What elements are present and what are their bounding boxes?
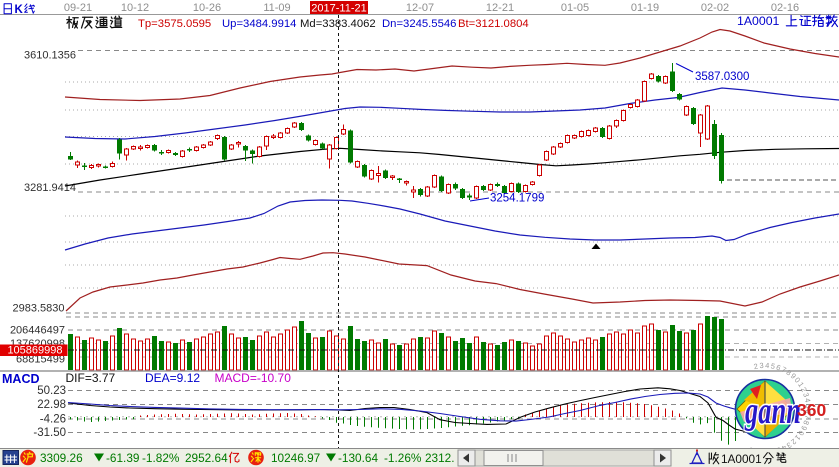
svg-text:2312.: 2312. bbox=[425, 451, 455, 465]
svg-text:1A0001: 1A0001 bbox=[737, 14, 780, 28]
svg-text:-130.64: -130.64 bbox=[338, 451, 378, 465]
svg-text:-4.26: -4.26 bbox=[40, 414, 66, 426]
svg-text:2952.64: 2952.64 bbox=[185, 451, 228, 465]
svg-text:2017-11-21: 2017-11-21 bbox=[311, 3, 366, 15]
svg-text:01-05: 01-05 bbox=[561, 2, 589, 14]
svg-text:10246.97: 10246.97 bbox=[271, 451, 320, 465]
svg-text:3309.26: 3309.26 bbox=[40, 451, 83, 465]
svg-text:K: K bbox=[15, 4, 24, 16]
svg-text:Bt=3121.0804: Bt=3121.0804 bbox=[458, 18, 529, 30]
svg-text:105869998: 105869998 bbox=[7, 345, 62, 357]
svg-text:-1.26%: -1.26% bbox=[384, 451, 422, 465]
svg-text:3281.9414: 3281.9414 bbox=[24, 182, 76, 194]
svg-text:3587.0300: 3587.0300 bbox=[695, 71, 749, 83]
svg-text:22.98: 22.98 bbox=[37, 399, 66, 411]
svg-text:68815499: 68815499 bbox=[16, 354, 65, 366]
svg-text:DEA=9.12: DEA=9.12 bbox=[145, 371, 200, 385]
svg-text:gann: gann bbox=[744, 391, 801, 433]
svg-text:01-19: 01-19 bbox=[631, 2, 659, 14]
svg-text:-1.82%: -1.82% bbox=[142, 451, 180, 465]
svg-text:-31.50: -31.50 bbox=[33, 427, 66, 439]
svg-text:10-12: 10-12 bbox=[121, 2, 149, 14]
svg-text:11-09: 11-09 bbox=[263, 2, 290, 14]
svg-text:DIF=3.77: DIF=3.77 bbox=[66, 371, 116, 385]
svg-text:02-02: 02-02 bbox=[701, 2, 729, 14]
svg-text:2983.5830: 2983.5830 bbox=[13, 303, 65, 315]
svg-text:09-21: 09-21 bbox=[64, 2, 92, 14]
svg-text:3610.1356: 3610.1356 bbox=[24, 50, 76, 62]
svg-text:Up=3484.9914: Up=3484.9914 bbox=[222, 18, 296, 30]
svg-text:1A0001: 1A0001 bbox=[721, 452, 762, 466]
svg-text:MACD=-10.70: MACD=-10.70 bbox=[215, 371, 292, 385]
svg-text:02-16: 02-16 bbox=[771, 2, 799, 14]
svg-text:Dn=3245.5546: Dn=3245.5546 bbox=[382, 18, 456, 30]
svg-text:-61.39: -61.39 bbox=[106, 451, 139, 465]
svg-text:360: 360 bbox=[797, 400, 826, 420]
svg-text:10-26: 10-26 bbox=[193, 2, 221, 14]
svg-text:206446497: 206446497 bbox=[10, 325, 65, 337]
svg-text:MACD: MACD bbox=[2, 372, 40, 386]
svg-text:3254.1799: 3254.1799 bbox=[490, 193, 544, 205]
svg-text:Md=3383.4062: Md=3383.4062 bbox=[300, 18, 376, 30]
svg-text:12-07: 12-07 bbox=[406, 2, 434, 14]
svg-text:12-21: 12-21 bbox=[486, 2, 514, 14]
svg-text:Tp=3575.0595: Tp=3575.0595 bbox=[138, 18, 211, 30]
svg-text:50.23: 50.23 bbox=[37, 385, 66, 397]
